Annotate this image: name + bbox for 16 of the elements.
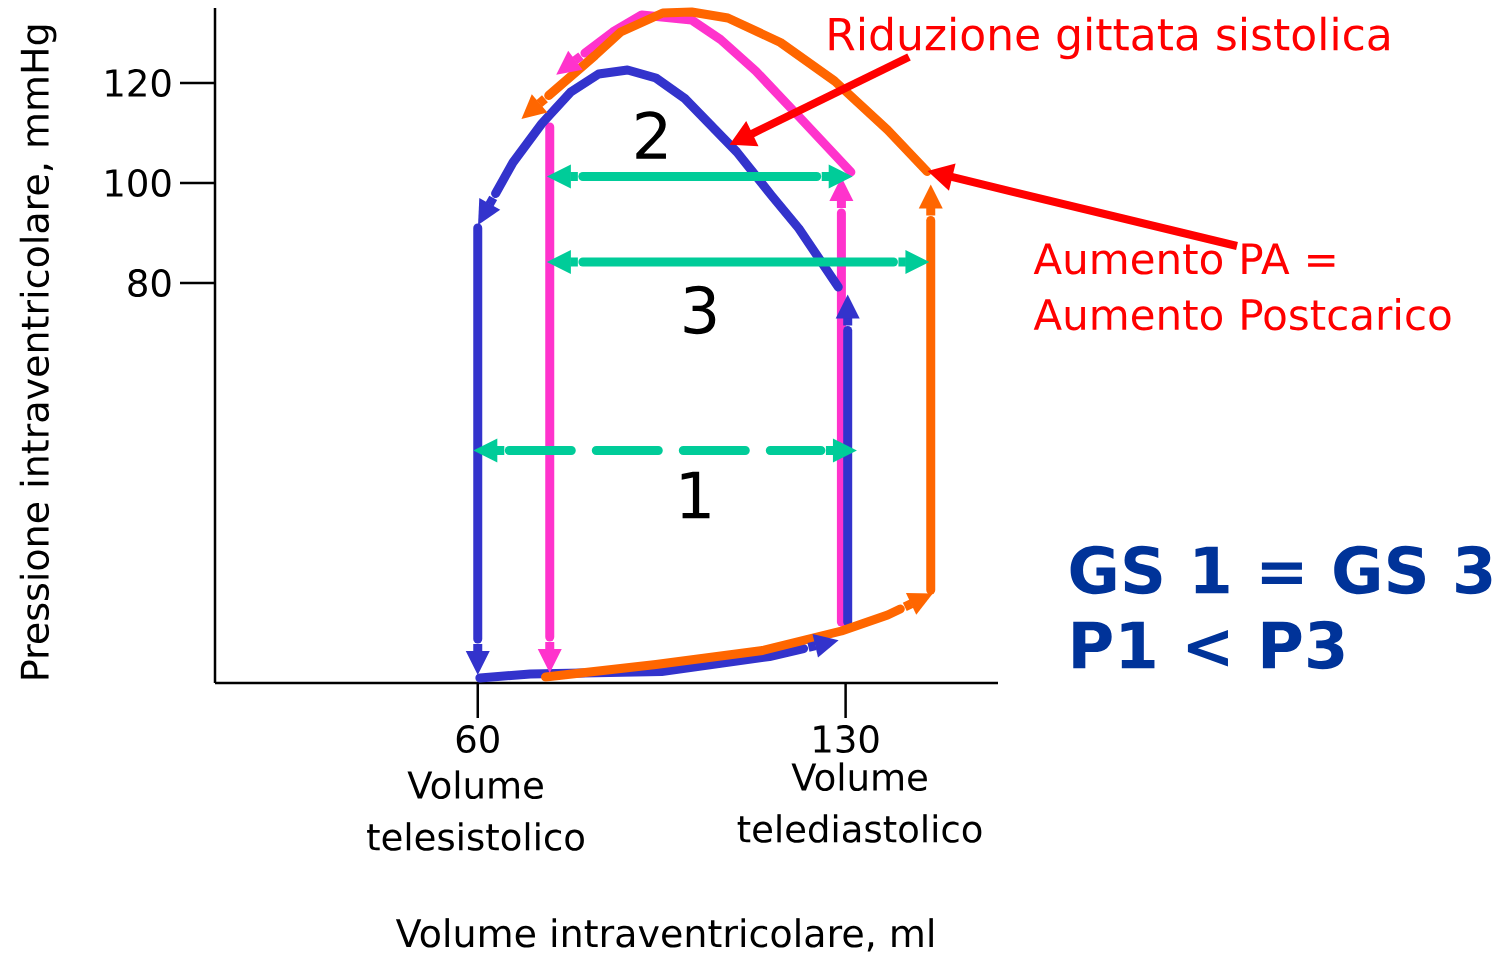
y-tick-label: 100 — [106, 168, 171, 197]
y-axis-title: Pressione intraventricolare, mmHg — [19, 25, 57, 679]
annotation: 1 — [681, 471, 710, 519]
annotation: 2 — [636, 111, 666, 159]
text: Volume telediastolico — [737, 762, 982, 843]
text: Volume telesistolico — [367, 770, 584, 851]
x-tick-label: 130 — [814, 725, 879, 754]
y-tick-label: 120 — [106, 68, 171, 97]
text: Aumento PA = Aumento Postcarico — [1033, 243, 1451, 331]
x-tick-label: 60 — [456, 725, 499, 754]
x-axis-title: Volume intraventricolare, ml — [395, 918, 933, 952]
text: P1 < P3 — [1073, 620, 1344, 670]
annotation: Riduzione gittata sistolica — [829, 16, 1389, 60]
y-tick-label: 80 — [128, 268, 171, 297]
annotation: 3 — [684, 285, 716, 335]
text: GS 1 = GS 3 — [1070, 545, 1492, 595]
